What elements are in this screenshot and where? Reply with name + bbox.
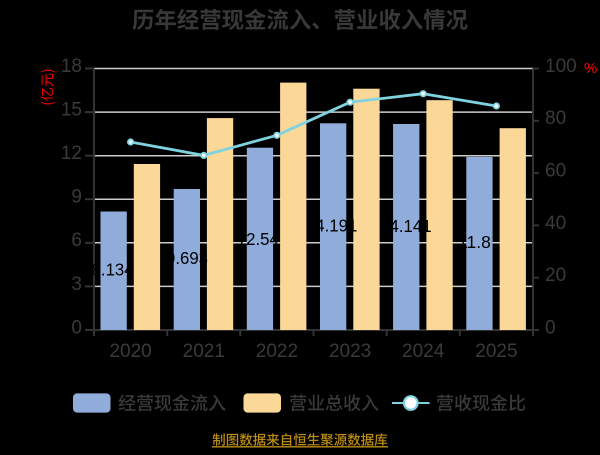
svg-text:2023: 2023 <box>329 341 371 362</box>
svg-text:15: 15 <box>61 100 82 121</box>
svg-text:100: 100 <box>545 56 577 77</box>
svg-text:%: % <box>584 60 597 77</box>
svg-text:12: 12 <box>61 143 82 164</box>
svg-text:40: 40 <box>545 213 566 234</box>
svg-text:60: 60 <box>545 161 566 182</box>
svg-text:6: 6 <box>71 230 82 251</box>
svg-text:18: 18 <box>61 56 82 77</box>
svg-text:9: 9 <box>71 187 82 208</box>
svg-text:2024: 2024 <box>402 341 445 362</box>
svg-text:20: 20 <box>545 265 566 286</box>
svg-text:9.693: 9.693 <box>166 248 208 268</box>
svg-text:2025: 2025 <box>475 341 517 362</box>
svg-text:0: 0 <box>545 317 556 338</box>
svg-text:14.141: 14.141 <box>380 216 431 236</box>
svg-text:8.134: 8.134 <box>92 260 134 280</box>
svg-text:80: 80 <box>545 108 566 129</box>
svg-text:3: 3 <box>71 274 82 295</box>
svg-text:14.191: 14.191 <box>306 216 357 236</box>
svg-text:2021: 2021 <box>183 341 225 362</box>
svg-text:2020: 2020 <box>109 341 151 362</box>
svg-text:0: 0 <box>71 317 82 338</box>
svg-text:12.54: 12.54 <box>237 229 279 249</box>
svg-text:2022: 2022 <box>256 341 298 362</box>
svg-text:11.8: 11.8 <box>458 232 491 252</box>
